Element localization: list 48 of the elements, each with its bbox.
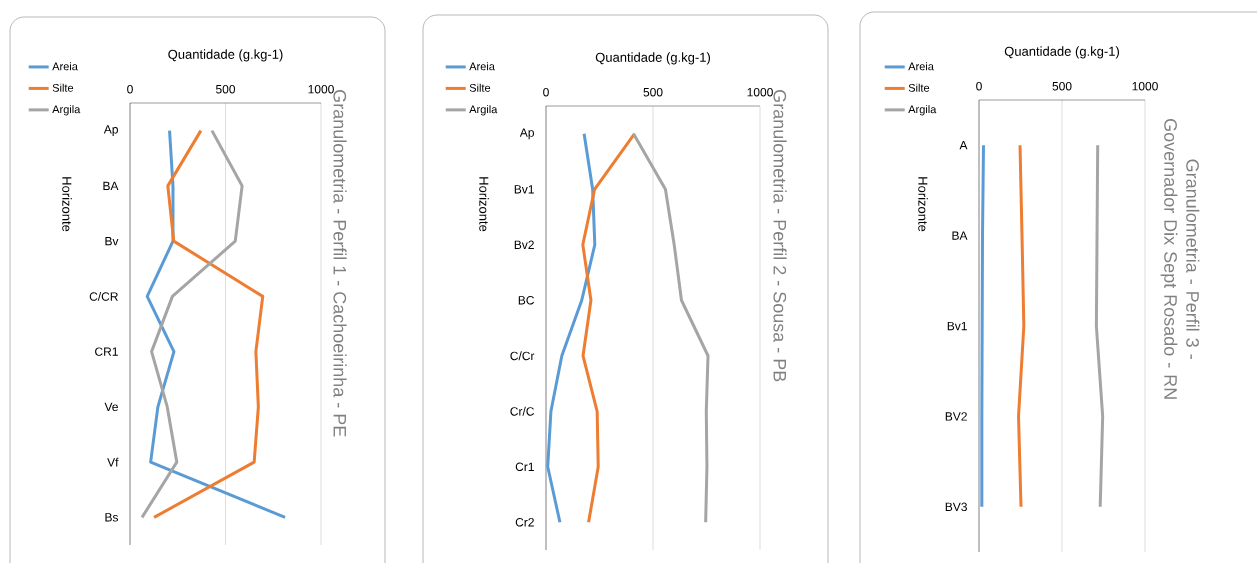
y-tick-label: BC xyxy=(518,296,535,305)
y-tick-label: C/CR xyxy=(89,291,118,301)
legend-label: Silte xyxy=(52,83,74,92)
x-tick-label: 500 xyxy=(215,84,236,94)
y-tick-label: Bs xyxy=(105,513,119,522)
y-tick-label: C/Cr xyxy=(510,351,535,361)
y-tick-label: Cr1 xyxy=(515,462,534,471)
y-tick-label: CR1 xyxy=(95,347,118,356)
legend-label: Areia xyxy=(908,62,934,71)
legend-label: Argila xyxy=(52,105,81,116)
text: Granulometria - Perfil 3 - Governador Dix Sept Rosado - RN xyxy=(1160,119,1200,399)
y-tick-label: Bv2 xyxy=(514,240,534,249)
y-tick-label: BA xyxy=(103,181,119,191)
x-axis-title: Quantidade (g.kg-1) xyxy=(168,49,283,62)
x-tick-label: 500 xyxy=(643,87,663,97)
y-tick-label: Bv1 xyxy=(514,185,534,194)
x-tick-label: 1000 xyxy=(1132,81,1158,91)
x-tick-label: 0 xyxy=(543,87,549,97)
x-axis-title: Quantidade (g.kg-1) xyxy=(595,52,710,65)
text: Granulometria - Perfil 2 - Sousa - PB xyxy=(773,90,787,382)
x-axis-title: Quantidade (g.kg-1) xyxy=(1004,46,1119,59)
y-tick-label: BV2 xyxy=(945,412,967,421)
x-tick-label: 1000 xyxy=(747,87,773,97)
y-tick-label: Ve xyxy=(104,402,118,412)
y-axis-title: Horizonte xyxy=(918,177,928,232)
y-tick-label: Cr/C xyxy=(510,406,535,416)
y-tick-label: Ap xyxy=(519,128,534,140)
legend-label: Areia xyxy=(469,62,495,71)
y-tick-label: Bv xyxy=(105,237,119,246)
y-tick-label: BV3 xyxy=(945,502,967,512)
y-tick-label: Cr2 xyxy=(515,518,534,527)
legend-label: Argila xyxy=(469,105,498,116)
x-tick-label: 0 xyxy=(127,84,133,94)
legend-label: Silte xyxy=(469,83,491,92)
legend-label: Areia xyxy=(52,62,78,71)
y-axis-title: Horizonte xyxy=(479,177,489,232)
y-tick-label: BA xyxy=(952,231,968,240)
y-tick-label: A xyxy=(959,141,968,150)
y-axis-title: Horizonte xyxy=(62,177,72,232)
legend-label: Silte xyxy=(908,83,930,92)
y-tick-label: Bv1 xyxy=(947,321,967,331)
text: Granulometria - Perfil 1 - Cachoeirinha - PE xyxy=(333,90,347,437)
x-tick-label: 0 xyxy=(976,81,982,91)
y-tick-label: Vf xyxy=(107,457,119,467)
x-tick-label: 1000 xyxy=(308,84,334,94)
x-tick-label: 500 xyxy=(1052,81,1072,91)
y-tick-label: Ap xyxy=(103,125,118,137)
legend-label: Argila xyxy=(908,105,937,116)
